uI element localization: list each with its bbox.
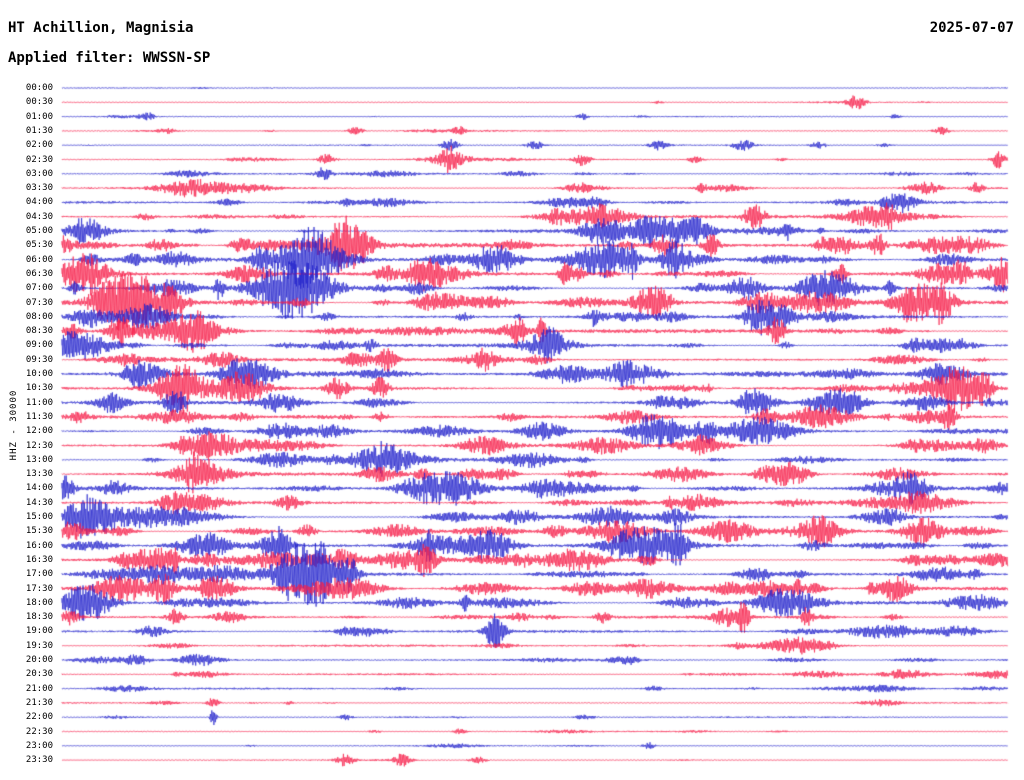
trace-time-label: 02:00 (25, 140, 53, 151)
trace-time-label: 21:00 (25, 683, 53, 694)
trace-time-label: 14:00 (25, 483, 53, 494)
trace-time-label: 21:30 (25, 697, 53, 708)
trace-time-label: 07:00 (25, 283, 53, 294)
trace-time-label: 05:00 (25, 226, 53, 236)
trace-time-label: 18:00 (25, 597, 53, 608)
trace-time-label: 13:00 (25, 454, 53, 465)
trace-time-label: 08:30 (25, 326, 53, 337)
trace-time-label: 04:00 (25, 197, 53, 208)
trace-time-label: 03:30 (25, 183, 53, 194)
trace-time-label: 15:30 (25, 526, 53, 537)
trace-time-label: 16:30 (25, 554, 53, 565)
trace-time-label: 00:30 (25, 97, 53, 108)
trace-time-label: 15:00 (25, 512, 53, 522)
trace-time-label: 17:30 (25, 583, 53, 594)
trace-time-label: 22:30 (25, 726, 53, 737)
trace-time-label: 16:00 (25, 540, 53, 551)
trace-time-label: 01:30 (25, 125, 53, 136)
trace-time-label: 19:30 (25, 640, 53, 651)
trace-time-label: 03:00 (25, 168, 53, 179)
trace-time-label: 10:00 (25, 369, 53, 379)
station-title: HT Achillion, Magnisia (8, 20, 194, 36)
trace-time-label: 17:00 (25, 569, 53, 580)
trace-time-label: 04:30 (25, 211, 53, 222)
trace-time-label: 01:00 (25, 111, 53, 122)
trace-time-label: 23:00 (25, 740, 53, 751)
trace-time-label: 20:30 (25, 669, 53, 680)
trace-time-label: 09:30 (25, 354, 53, 365)
date-label: 2025-07-07 (929, 20, 1014, 36)
trace-time-label: 14:30 (25, 497, 53, 508)
trace-time-label: 12:30 (25, 440, 53, 451)
trace-time-label: 10:30 (25, 383, 53, 394)
trace-time-label: 19:00 (25, 626, 53, 637)
trace-time-label: 09:00 (25, 340, 53, 351)
trace-time-label: 07:30 (25, 297, 53, 308)
trace-time-label: 08:00 (25, 311, 53, 322)
trace-time-label: 00:00 (25, 83, 53, 93)
trace-time-label: 06:30 (25, 268, 53, 279)
trace-time-label: 22:00 (25, 712, 53, 723)
trace-time-label: 11:30 (25, 411, 53, 422)
trace-time-label: 18:30 (25, 612, 53, 623)
filter-label: Applied filter: WWSSN-SP (8, 50, 211, 66)
trace-time-label: 12:00 (25, 426, 53, 437)
trace-time-label: 20:00 (25, 655, 53, 665)
trace-time-label: 13:30 (25, 469, 53, 480)
trace-time-label: 11:00 (25, 397, 53, 408)
trace-time-label-column: 00:00 00:30 01:00 01:30 02:00 02:30 03:00 03:30… (0, 0, 57, 780)
trace-time-label: 02:30 (25, 154, 53, 165)
trace-time-label: 23:30 (25, 755, 53, 766)
trace-time-label: 05:30 (25, 240, 53, 251)
trace-time-label: 06:00 (25, 254, 53, 265)
